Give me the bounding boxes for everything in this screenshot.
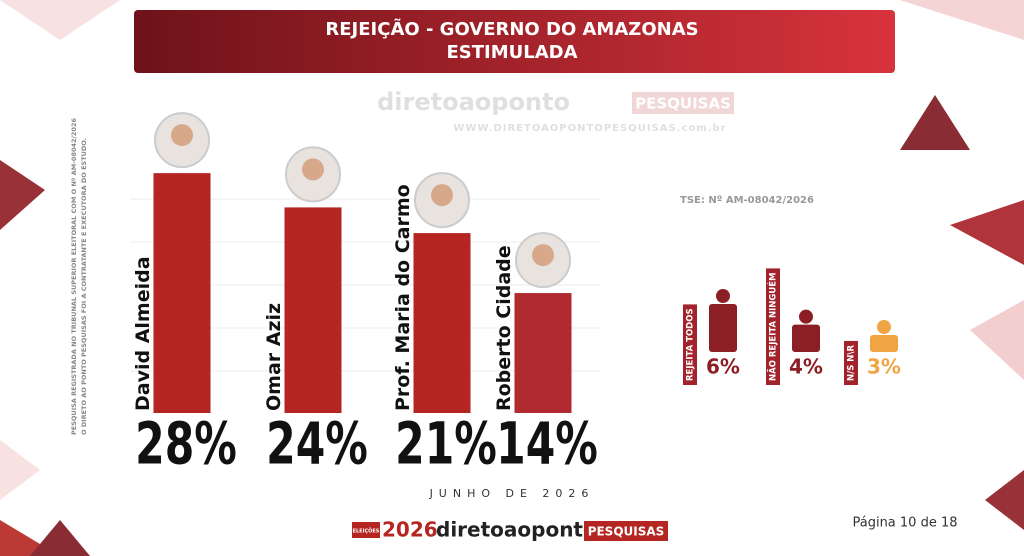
category-label: REJEITA TODOS xyxy=(686,308,696,381)
value-label: 3% xyxy=(867,355,901,379)
footer-year: 2026 xyxy=(382,518,438,542)
icon-head xyxy=(799,309,813,324)
watermark: diretoaoponto PESQUISAS WWW.DIRETOAOPONT… xyxy=(377,88,734,134)
value-label: 21% xyxy=(395,410,497,477)
category-label-box xyxy=(844,340,858,385)
category-label: N/S N\R xyxy=(847,344,857,381)
category-label: Omar Aziz xyxy=(263,303,285,411)
candidate-photo-face xyxy=(302,158,324,181)
watermark-tag: PESQUISAS xyxy=(635,95,731,113)
footer-tag: PESQUISAS xyxy=(588,525,665,539)
date: JUNHO DE 2026 xyxy=(429,487,595,500)
chart-title: REJEIÇÃO - GOVERNO DO AMAZONAS xyxy=(325,17,698,40)
category-label: David Almeida xyxy=(132,256,154,411)
disclaimer: PESQUISA REGISTRADA NO TRIBUNAL SUPERIOR… xyxy=(70,118,78,435)
watermark-site: WWW.DIRETOAOPONTOPESQUISAS.com.br xyxy=(453,123,726,134)
category-label-box xyxy=(683,304,697,385)
category-label: NÃO REJEITA NINGUÉM xyxy=(767,272,779,381)
icon-head xyxy=(877,320,891,334)
footer-tag-box xyxy=(584,521,668,541)
page-number: Página 10 de 18 xyxy=(852,516,957,531)
category-label: Roberto Cidade xyxy=(493,245,515,411)
icon-body xyxy=(709,304,737,352)
icon-body xyxy=(870,335,898,352)
icon-body xyxy=(792,324,820,352)
watermark-tag-box xyxy=(632,92,734,114)
bar xyxy=(413,233,471,413)
value-label: 4% xyxy=(789,355,823,379)
bar xyxy=(514,293,572,413)
icon-head xyxy=(716,289,730,303)
chart-subtitle: ESTIMULADA xyxy=(446,42,577,63)
candidate-photo-face xyxy=(431,184,453,207)
disclaimer: O DIRETO AO PONTO PESQUISAS FOI A CONTRA… xyxy=(80,138,88,435)
value-label: 28% xyxy=(135,410,237,477)
watermark-brand: diretoaoponto xyxy=(377,88,570,116)
category-label-box xyxy=(766,268,780,385)
value-label: 24% xyxy=(266,410,368,477)
footer-brand: diretoaoponto xyxy=(436,518,597,542)
candidate-photo-face xyxy=(532,244,554,267)
footer-logo: ELEIÇÕES 2026 diretoaoponto PESQUISAS xyxy=(352,518,668,542)
candidate-photo-face xyxy=(171,124,193,147)
footer-badge-box xyxy=(352,522,380,538)
annotation: TSE: Nº AM-08042/2026 xyxy=(680,195,814,206)
title-bar xyxy=(134,10,895,73)
bar xyxy=(153,173,211,413)
value-label: 6% xyxy=(706,355,740,379)
footer-badge: ELEIÇÕES xyxy=(353,528,380,535)
bar xyxy=(284,207,342,413)
category-label: Prof. Maria do Carmo xyxy=(392,184,414,411)
value-label: 14% xyxy=(496,410,598,477)
